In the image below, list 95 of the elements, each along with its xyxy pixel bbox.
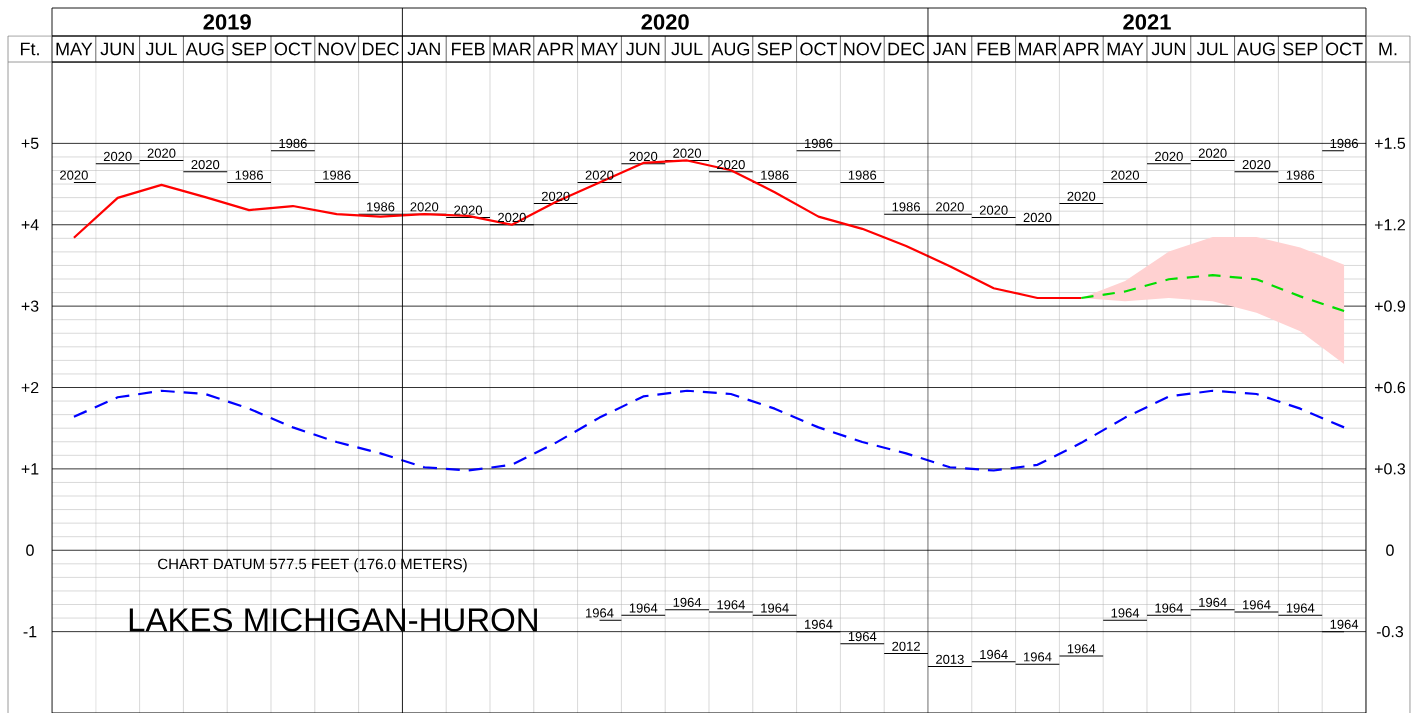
annotation: 1986: [367, 202, 395, 212]
annotation: 2020: [454, 205, 483, 215]
x2-tick-label: 2020: [641, 14, 689, 30]
annotation: 2020: [1155, 151, 1183, 162]
x-tick-label: FEB: [452, 42, 485, 56]
annotation: 2020: [60, 170, 88, 180]
x-tick-label: JAN: [407, 42, 440, 56]
x2-tick-label: 2021: [1123, 14, 1171, 30]
annotation: 2013: [936, 654, 964, 664]
annotation: 2020: [103, 151, 132, 162]
y-axis-title: Ft.: [20, 42, 39, 56]
y-tick-label: +3: [21, 300, 39, 312]
annotation: 2020: [1067, 191, 1096, 201]
x-tick-label: AUG: [1237, 42, 1275, 56]
annotation: 1964: [1155, 603, 1183, 613]
annotation: 2020: [191, 159, 220, 170]
y2-tick-label: +0.9: [1374, 300, 1406, 312]
annotation: 2020: [936, 202, 964, 212]
annotation: 1986: [761, 170, 789, 180]
annotation: 1964: [1024, 652, 1052, 662]
annotation: 2020: [629, 151, 658, 162]
x-tick-label: JUL: [1196, 42, 1229, 56]
x-tick-label: AUG: [711, 42, 750, 56]
annotation: 1964: [629, 603, 658, 613]
y-tick-label: 0: [26, 544, 34, 556]
y2-tick-label: +0.6: [1374, 381, 1406, 394]
x2-tick-label: 2019: [203, 14, 251, 30]
x-tick-label: JUN: [100, 42, 134, 56]
annotation: 2020: [717, 159, 745, 170]
x-tick-label: OCT: [274, 42, 312, 56]
x-tick-label: FEB: [977, 42, 1011, 56]
annotation: 1964: [848, 631, 877, 642]
annotation: 1964: [586, 608, 614, 618]
annotation: 1986: [235, 170, 263, 180]
x-tick-label: NOV: [844, 42, 882, 56]
x-tick-label: MAR: [493, 42, 532, 56]
y2-axis-title: M.: [1379, 42, 1397, 56]
annotation: 1986: [848, 170, 877, 180]
annotation: 2020: [1023, 212, 1052, 223]
x-tick-label: OCT: [800, 42, 838, 56]
y-tick-label: +5: [21, 137, 39, 149]
y-tick-label: -1: [23, 626, 37, 638]
y2-tick-label: 0: [1386, 544, 1394, 556]
line-series: [1080, 274, 1346, 313]
x-tick-label: JAN: [933, 42, 966, 56]
x-tick-label: APR: [1062, 42, 1099, 56]
x-tick-label: APR: [537, 42, 574, 56]
annotation: 1964: [673, 597, 702, 607]
x-tick-label: JUL: [145, 42, 177, 56]
annotation: 1964: [717, 600, 745, 610]
x-tick-label: OCT: [1325, 42, 1363, 56]
annotation: 2020: [541, 191, 570, 201]
annotation: 1986: [892, 202, 920, 212]
x-tick-label: MAY: [582, 42, 618, 56]
x-tick-label: MAY: [56, 42, 93, 56]
annotation: 2020: [1242, 159, 1271, 170]
x-tick-label: SEP: [1283, 42, 1318, 56]
x-tick-label: DEC: [888, 42, 925, 56]
annotation: 1964: [1286, 603, 1315, 613]
x-tick-label: SEP: [757, 42, 792, 56]
annotation: 1964: [1199, 597, 1227, 607]
x-tick-label: JUN: [1151, 42, 1185, 56]
annotation: 2020: [1198, 148, 1227, 158]
annotation: 2020: [673, 148, 702, 158]
x-tick-label: AUG: [185, 42, 224, 56]
annotation: 2020: [1111, 170, 1140, 180]
annotation: 1964: [980, 649, 1008, 660]
annotation: 2012: [892, 641, 920, 651]
y2-tick-label: +0.3: [1374, 463, 1406, 475]
y-tick-label: +2: [21, 381, 39, 394]
x-tick-label: MAY: [1107, 42, 1144, 56]
annotation: 1964: [1067, 644, 1096, 654]
x-tick-label: JUN: [626, 42, 660, 56]
x-tick-label: JUL: [671, 42, 703, 56]
y-tick-label: +4: [21, 219, 39, 231]
annotation: 1964: [805, 619, 833, 629]
annotation: 2020: [585, 170, 614, 180]
annotation: 2020: [498, 212, 526, 223]
annotation: 1964: [761, 603, 789, 613]
x-tick-label: NOV: [318, 42, 357, 56]
y2-tick-label: -0.3: [1376, 625, 1404, 638]
y2-tick-label: +1.2: [1374, 219, 1405, 231]
y-tick-label: +1: [21, 463, 39, 475]
annotation: 1986: [1286, 170, 1315, 180]
annotation: 2020: [979, 205, 1008, 215]
y2-tick-label: +1.5: [1374, 137, 1406, 149]
annotation: 1964: [1330, 619, 1359, 629]
annotation: 1964: [1243, 600, 1271, 610]
annotation: 1964: [1111, 608, 1140, 618]
x-tick-label: SEP: [231, 42, 267, 56]
x-tick-label: DEC: [362, 42, 399, 56]
annotation: 1986: [323, 170, 351, 180]
x-tick-label: MAR: [1018, 42, 1057, 56]
annotation: 2020: [147, 148, 176, 158]
annotation: 2020: [410, 202, 439, 212]
